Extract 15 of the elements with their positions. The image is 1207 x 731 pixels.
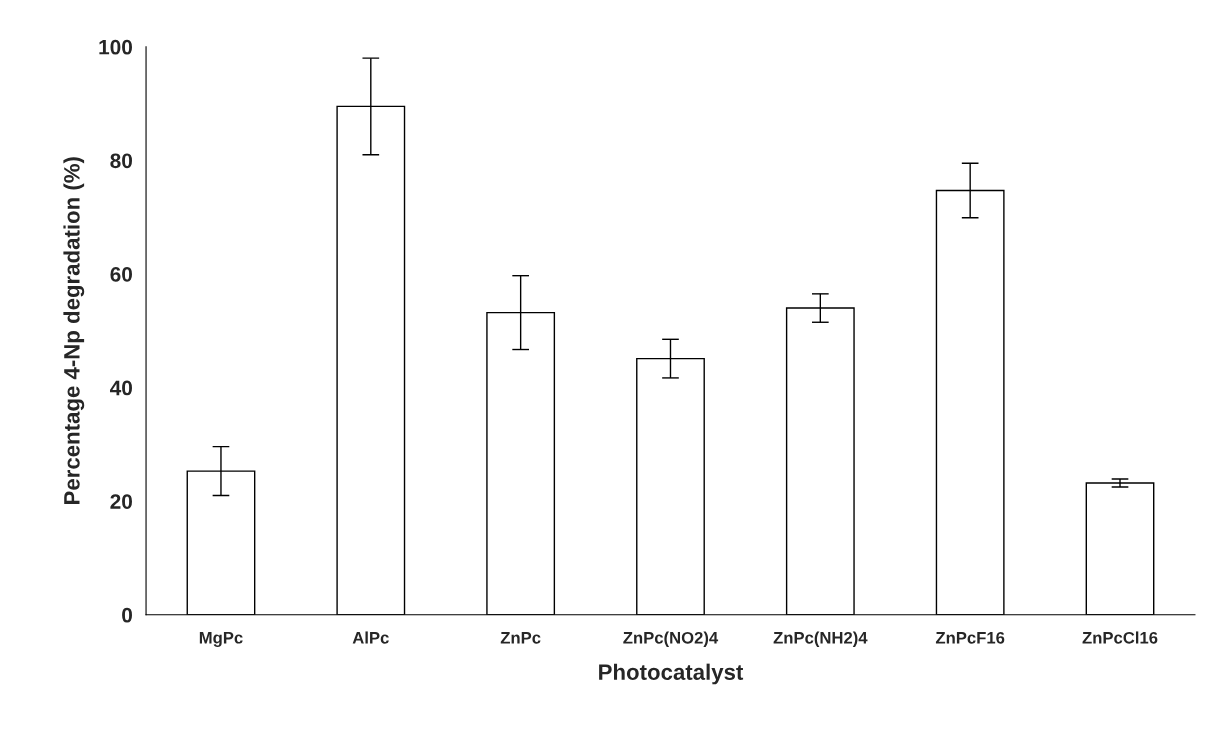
- y-tick-label: 0: [122, 607, 132, 623]
- y-tick-label: 60: [110, 266, 132, 282]
- x-tick-label: ZnPcCl16: [1082, 631, 1158, 644]
- x-tick-label: MgPc: [199, 631, 243, 647]
- y-axis-title: Percentage 4-Np degradation (%): [63, 157, 85, 504]
- y-tick-label: 40: [110, 380, 132, 396]
- x-tick-label: ZnPc(NO2)4: [623, 631, 719, 647]
- y-tick-label: 20: [110, 494, 132, 509]
- y-tick-label: 80: [110, 153, 132, 169]
- x-tick-label: ZnPc(NH2)4: [773, 631, 868, 647]
- x-axis-title: Photocatalyst: [599, 663, 744, 685]
- x-tick-label: AlPc: [352, 631, 389, 644]
- y-tick-label: 100: [99, 39, 132, 55]
- x-tick-label: ZnPcF16: [935, 631, 1005, 644]
- x-tick-label: ZnPc: [500, 632, 541, 644]
